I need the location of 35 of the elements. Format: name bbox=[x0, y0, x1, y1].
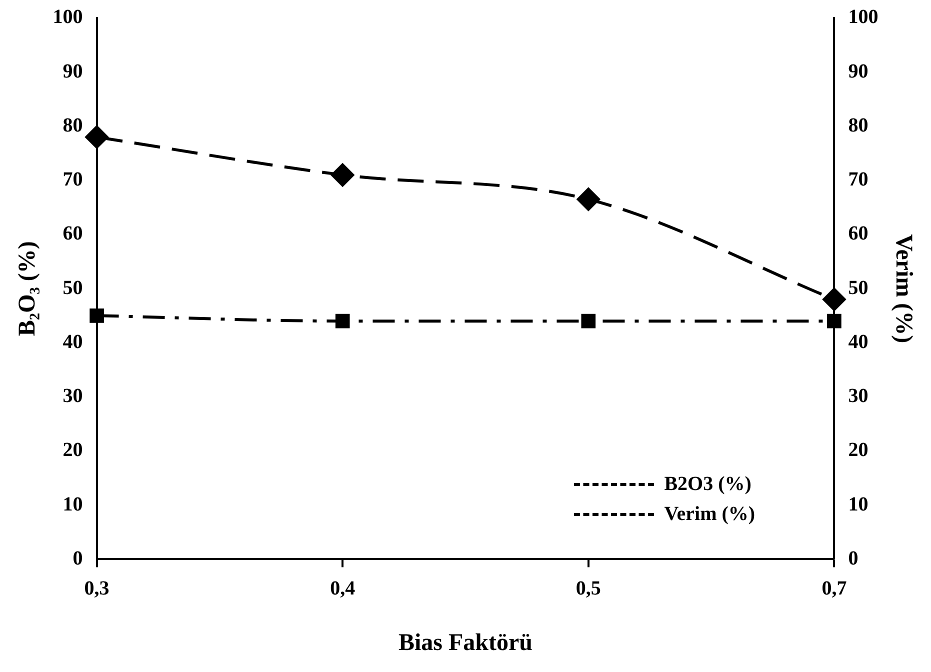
y2-tick-label: 10 bbox=[848, 493, 868, 516]
y2-tick-label: 100 bbox=[848, 6, 878, 28]
y-tick-label: 60 bbox=[62, 222, 83, 245]
y-tick-label: 100 bbox=[52, 6, 83, 28]
y2-tick-label: 40 bbox=[848, 330, 868, 353]
y2-axis-title: Verim (%) bbox=[890, 234, 916, 344]
y-tick-label: 70 bbox=[62, 168, 83, 191]
point bbox=[331, 163, 354, 186]
point bbox=[822, 288, 846, 311]
y2-tick-label: 0 bbox=[848, 547, 858, 570]
y-tick-label: 10 bbox=[62, 493, 83, 516]
x-tick-label: 0,3 bbox=[84, 577, 110, 600]
y2-tick-label: 80 bbox=[848, 114, 868, 136]
y-tick-label: 0 bbox=[72, 547, 83, 570]
y-tick-label: 90 bbox=[62, 60, 83, 82]
y2-tick-label: 50 bbox=[848, 276, 868, 299]
y-tick-label: 80 bbox=[62, 114, 83, 136]
legend-label: B2O3 (%) bbox=[664, 472, 752, 496]
point bbox=[576, 188, 600, 211]
x-tick-label: 0,4 bbox=[330, 577, 356, 600]
y2-tick-label: 20 bbox=[848, 439, 868, 462]
y-axis-title: B₂O₃ (%) bbox=[14, 241, 41, 336]
x-axis-title: Bias Faktörü bbox=[398, 630, 533, 656]
point bbox=[85, 126, 108, 149]
legend-label: Verim (%) bbox=[664, 502, 756, 526]
y2-tick-label: 90 bbox=[848, 60, 868, 82]
y2-tick-label: 30 bbox=[848, 385, 868, 408]
y2-tick-label: 70 bbox=[848, 168, 868, 191]
y-tick-label: 20 bbox=[62, 439, 83, 462]
y-tick-label: 30 bbox=[62, 385, 83, 408]
y2-tick-label: 60 bbox=[848, 222, 868, 245]
y-tick-label: 40 bbox=[62, 330, 83, 353]
y-tick-label: 50 bbox=[62, 276, 83, 299]
x-tick-label: 0,5 bbox=[576, 577, 601, 600]
x-tick-label: 0,7 bbox=[822, 577, 847, 600]
